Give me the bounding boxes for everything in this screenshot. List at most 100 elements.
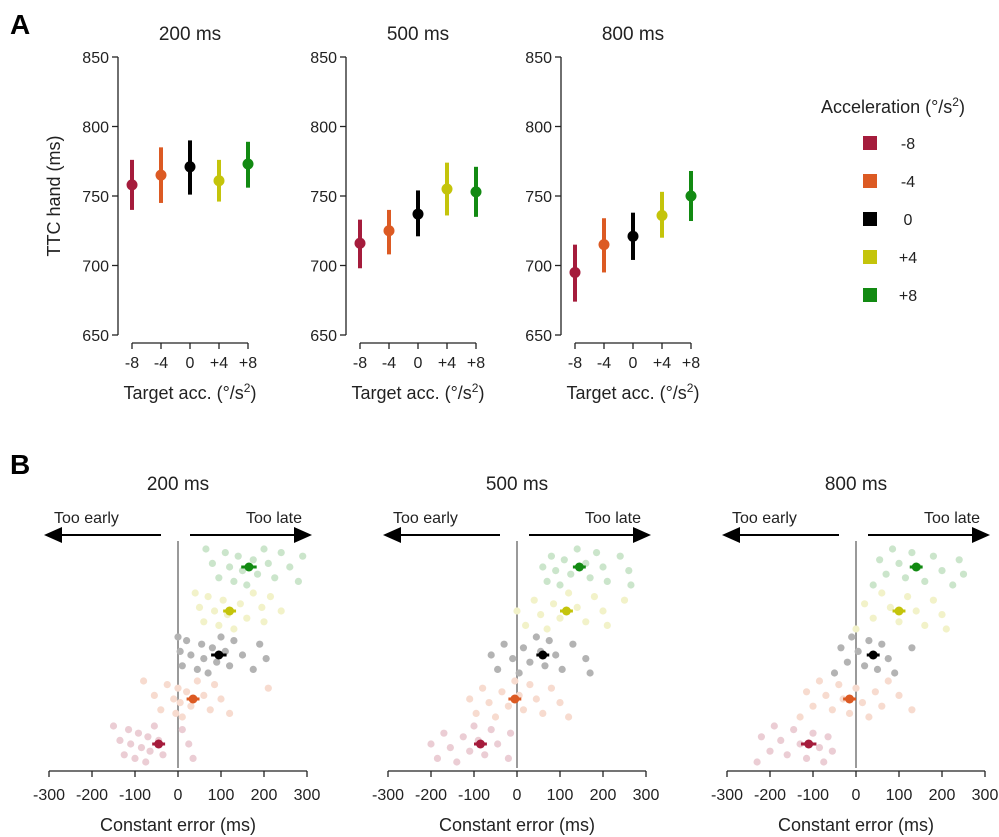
trial-point bbox=[243, 581, 251, 589]
legend-label: -8 bbox=[901, 136, 915, 153]
trial-point bbox=[446, 744, 454, 752]
trial-point bbox=[530, 596, 538, 604]
subplot-title: 800 ms bbox=[825, 474, 887, 495]
mean-point bbox=[845, 694, 855, 704]
x-tick-label: -300 bbox=[711, 787, 743, 804]
trial-point bbox=[802, 754, 811, 763]
trial-point bbox=[852, 625, 860, 633]
mean-point bbox=[911, 562, 921, 572]
trial-point bbox=[828, 706, 836, 714]
trial-point bbox=[200, 691, 208, 700]
panel-a: 650 700 750 800 850 -8 -4 0 +4 +8 200 ms Target acc… bbox=[44, 24, 700, 403]
trial-point bbox=[828, 747, 836, 755]
mean-point bbox=[510, 694, 520, 704]
trial-point bbox=[146, 747, 154, 755]
trial-point bbox=[582, 655, 590, 663]
trial-point bbox=[790, 726, 798, 734]
trial-point bbox=[226, 709, 234, 718]
subplot-title: 500 ms bbox=[387, 24, 449, 45]
x-axis-label-close: ) bbox=[693, 383, 699, 403]
trial-point bbox=[809, 729, 817, 737]
trial-point bbox=[157, 706, 165, 714]
trial-point bbox=[217, 633, 225, 641]
trial-point bbox=[556, 699, 564, 707]
y-axis-label: TTC hand (ms) bbox=[44, 135, 64, 256]
trial-point bbox=[852, 684, 860, 692]
trial-point bbox=[479, 684, 487, 692]
legend-label: +8 bbox=[899, 288, 917, 305]
y-tick-label: 800 bbox=[82, 120, 109, 137]
trial-point bbox=[264, 684, 272, 692]
mean-point bbox=[184, 161, 196, 173]
trial-point bbox=[172, 709, 180, 718]
trial-point bbox=[215, 621, 223, 630]
trial-point bbox=[260, 618, 268, 626]
panel-letter-a: A bbox=[10, 9, 30, 40]
trial-point bbox=[592, 549, 601, 557]
x-tick-label: -300 bbox=[33, 787, 65, 804]
x-tick-label: 300 bbox=[972, 787, 999, 804]
annotation-too-late: Too late bbox=[246, 510, 302, 527]
trial-point bbox=[144, 733, 152, 741]
trial-point bbox=[878, 640, 886, 648]
trial-point bbox=[871, 688, 879, 696]
trial-point bbox=[210, 607, 219, 615]
trial-point bbox=[286, 563, 294, 571]
panel-letter-b: B bbox=[10, 449, 30, 480]
mean-point bbox=[412, 208, 424, 220]
trial-point bbox=[573, 603, 581, 612]
legend-label: 0 bbox=[904, 212, 913, 229]
trial-point bbox=[506, 729, 515, 737]
trial-point bbox=[869, 581, 877, 589]
trial-point bbox=[878, 589, 886, 597]
subplot-title: 500 ms bbox=[486, 474, 548, 495]
y-tick-label: 800 bbox=[310, 120, 337, 137]
trial-point bbox=[238, 651, 247, 659]
trial-point bbox=[260, 545, 268, 553]
trial-point bbox=[174, 684, 182, 692]
x-tick-label: -200 bbox=[754, 787, 786, 804]
trial-point bbox=[556, 614, 564, 622]
trial-point bbox=[249, 556, 257, 564]
trial-point bbox=[625, 567, 633, 575]
trial-point bbox=[193, 665, 201, 674]
trial-point bbox=[202, 545, 210, 553]
trial-point bbox=[822, 691, 830, 700]
mean-point bbox=[383, 225, 395, 237]
trial-point bbox=[277, 607, 285, 615]
mean-point bbox=[656, 209, 668, 221]
legend: Acceleration (°/s2) -8 -4 0 +4 +8 bbox=[821, 95, 965, 305]
trial-point bbox=[504, 702, 512, 710]
y-tick-label: 850 bbox=[82, 50, 109, 67]
x-axis-label: Target acc. (°/s2) bbox=[352, 381, 485, 403]
trial-point bbox=[861, 662, 869, 670]
trial-point bbox=[178, 662, 186, 670]
trial-point bbox=[886, 603, 895, 612]
legend-swatch bbox=[863, 136, 877, 150]
trial-point bbox=[959, 570, 968, 578]
trial-point bbox=[127, 740, 135, 748]
trial-point bbox=[547, 552, 556, 560]
arrow-right-head bbox=[972, 527, 990, 543]
trial-point bbox=[835, 681, 843, 689]
arrow-right-head bbox=[633, 527, 651, 543]
x-tick-label: 300 bbox=[294, 787, 321, 804]
trial-point bbox=[249, 665, 257, 674]
trial-point bbox=[895, 618, 903, 626]
trial-point bbox=[938, 611, 946, 619]
mean-point bbox=[126, 179, 138, 191]
trial-point bbox=[929, 596, 938, 604]
x-tick-label: -8 bbox=[125, 355, 139, 372]
trial-point bbox=[459, 733, 467, 741]
trial-point bbox=[599, 607, 607, 615]
trial-point bbox=[556, 581, 564, 589]
trial-point bbox=[869, 614, 877, 622]
trial-point bbox=[189, 754, 197, 763]
trial-point bbox=[234, 552, 242, 560]
trial-point bbox=[590, 593, 599, 601]
y-tick-label: 750 bbox=[82, 189, 109, 206]
trial-point bbox=[236, 600, 244, 608]
mean-point bbox=[569, 266, 581, 278]
x-axis-label-sup: 2 bbox=[472, 381, 479, 395]
